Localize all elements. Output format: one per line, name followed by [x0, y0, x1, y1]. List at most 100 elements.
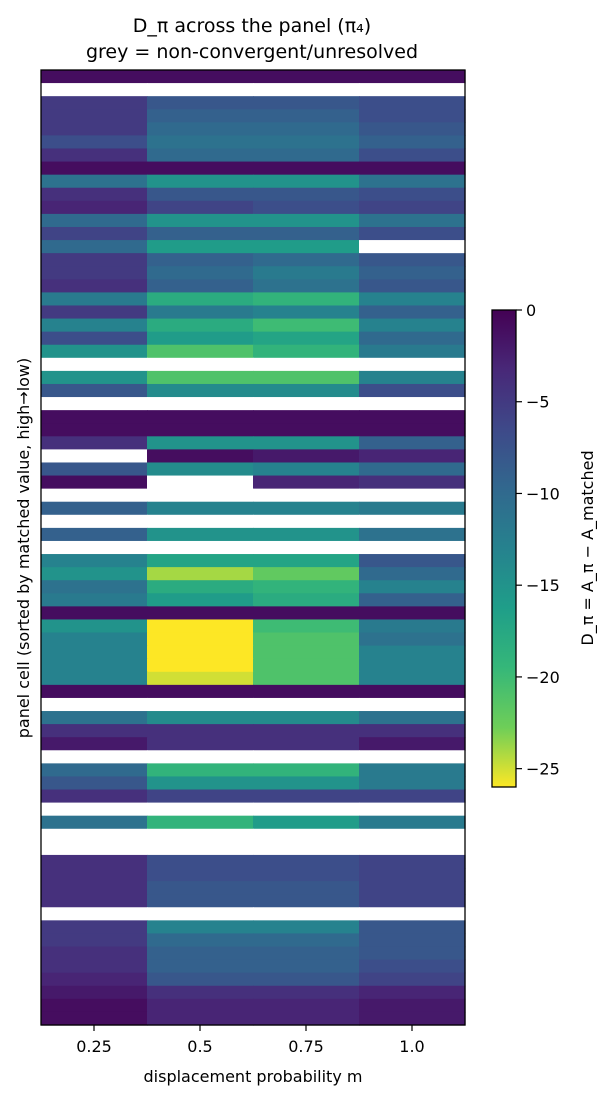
heatmap-cell-missing: [359, 750, 466, 764]
heatmap-cell-missing: [359, 540, 466, 555]
heatmap-cell: [41, 567, 148, 581]
heatmap-cell: [41, 200, 148, 215]
heatmap-cell: [147, 200, 254, 215]
heatmap-cell: [41, 226, 148, 241]
heatmap-cell: [147, 789, 254, 804]
heatmap-cell: [359, 593, 466, 607]
heatmap-cell: [253, 606, 360, 621]
heatmap-cell: [41, 580, 148, 594]
heatmap-cell-missing: [41, 540, 148, 555]
heatmap-cell-missing: [41, 841, 148, 856]
heatmap-cell: [359, 606, 466, 621]
heatmap-cell: [359, 711, 466, 725]
heatmap-cell: [41, 619, 148, 634]
heatmap-cell: [147, 933, 254, 948]
heatmap-cell: [359, 135, 466, 150]
heatmap-cell: [147, 737, 254, 751]
heatmap-cell-missing: [41, 449, 148, 464]
heatmap-cell: [359, 946, 466, 961]
heatmap-cell: [147, 122, 254, 137]
heatmap-cell: [359, 619, 466, 634]
colorbar-tick-label: −20: [526, 668, 560, 687]
heatmap-cell-missing: [147, 828, 254, 843]
chart-title: D_π across the panel (π₄): [133, 15, 371, 37]
heatmap-cell: [359, 70, 466, 84]
heatmap-cell: [41, 213, 148, 228]
heatmap-cell: [359, 724, 466, 738]
heatmap-cell: [41, 933, 148, 948]
heatmap-cell: [41, 370, 148, 385]
heatmap-cell: [359, 200, 466, 215]
heatmap-cell: [147, 711, 254, 725]
heatmap-cell: [41, 920, 148, 935]
heatmap-cell: [359, 684, 466, 699]
heatmap-cell-missing: [359, 83, 466, 97]
heatmap-cell: [253, 161, 360, 176]
heatmap-cell: [147, 226, 254, 241]
heatmap-cell: [253, 200, 360, 215]
heatmap-cell: [359, 580, 466, 594]
heatmap-cell: [41, 737, 148, 751]
heatmap-cell: [41, 671, 148, 686]
heatmap-cell-missing: [359, 488, 466, 503]
colorbar: [491, 309, 517, 788]
x-tick-label: 0.25: [76, 1037, 112, 1056]
heatmap-cell: [253, 671, 360, 686]
heatmap-cell: [359, 854, 466, 869]
heatmap-cell: [253, 619, 360, 634]
heatmap-cell: [41, 187, 148, 202]
heatmap-cell: [41, 70, 148, 84]
heatmap-cell: [253, 789, 360, 804]
heatmap-cell: [41, 161, 148, 176]
heatmap-cell: [253, 737, 360, 751]
heatmap-cell: [359, 423, 466, 437]
heatmap-cell: [359, 331, 466, 346]
plot-frame: [40, 69, 466, 1026]
heatmap-cell: [359, 920, 466, 935]
heatmap-cell: [147, 344, 254, 359]
heatmap-cell: [147, 161, 254, 176]
heatmap-cell: [253, 881, 360, 895]
heatmap-cell: [359, 959, 466, 974]
heatmap-cell-missing: [41, 750, 148, 764]
heatmap-cell: [41, 684, 148, 699]
heatmap-cell: [253, 318, 360, 333]
heatmap-cell: [41, 292, 148, 307]
x-tick-label: 0.5: [187, 1037, 212, 1056]
heatmap-cell: [147, 370, 254, 385]
heatmap-cell: [147, 109, 254, 123]
heatmap-cell: [147, 985, 254, 1000]
heatmap-cell-missing: [41, 828, 148, 843]
heatmap-cell-missing: [359, 240, 466, 254]
heatmap-cell: [253, 423, 360, 437]
heatmap-cell-missing: [253, 83, 360, 97]
heatmap-cell: [253, 684, 360, 699]
heatmap-cell-missing: [359, 828, 466, 843]
heatmap-cell: [253, 187, 360, 202]
heatmap-cell-missing: [359, 841, 466, 856]
colorbar-ticks: 0 −5 −10 −15 −20 −25: [516, 301, 560, 779]
heatmap-cell: [147, 763, 254, 778]
heatmap-cell: [41, 645, 148, 660]
heatmap-cell-missing: [359, 697, 466, 712]
x-axis-label: displacement probability m: [144, 1067, 363, 1086]
heatmap-cell: [359, 475, 466, 490]
heatmap-cell: [359, 226, 466, 241]
heatmap-cell-missing: [253, 907, 360, 921]
heatmap-cell: [147, 619, 254, 634]
heatmap-cell: [147, 410, 254, 424]
heatmap-cell: [359, 632, 466, 647]
heatmap-cell: [41, 266, 148, 280]
heatmap-cell: [253, 331, 360, 346]
heatmap-cell: [41, 606, 148, 621]
heatmap-cell: [41, 423, 148, 437]
heatmap-cell: [41, 658, 148, 673]
heatmap-cell: [147, 946, 254, 961]
chart-subtitle: grey = non-convergent/unresolved: [86, 41, 418, 63]
heatmap-cell-missing: [147, 802, 254, 817]
heatmap-cell: [253, 213, 360, 228]
heatmap-cell: [359, 253, 466, 267]
heatmap-cell-missing: [147, 697, 254, 712]
heatmap-cell: [41, 789, 148, 804]
heatmap-cell: [253, 632, 360, 647]
